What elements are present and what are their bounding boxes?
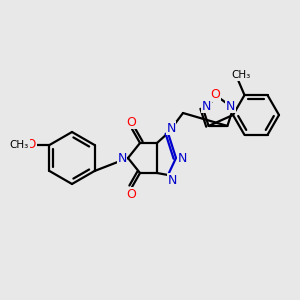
Text: N: N: [117, 152, 127, 166]
Text: O: O: [27, 139, 36, 152]
Text: N: N: [166, 122, 176, 134]
Text: CH₃: CH₃: [10, 140, 29, 150]
Text: O: O: [126, 116, 136, 128]
Text: N: N: [202, 100, 212, 112]
Text: O: O: [126, 188, 136, 200]
Text: CH₃: CH₃: [231, 70, 250, 80]
Text: N: N: [167, 173, 177, 187]
Text: O: O: [210, 88, 220, 101]
Text: N: N: [226, 100, 235, 112]
Text: N: N: [177, 152, 187, 164]
